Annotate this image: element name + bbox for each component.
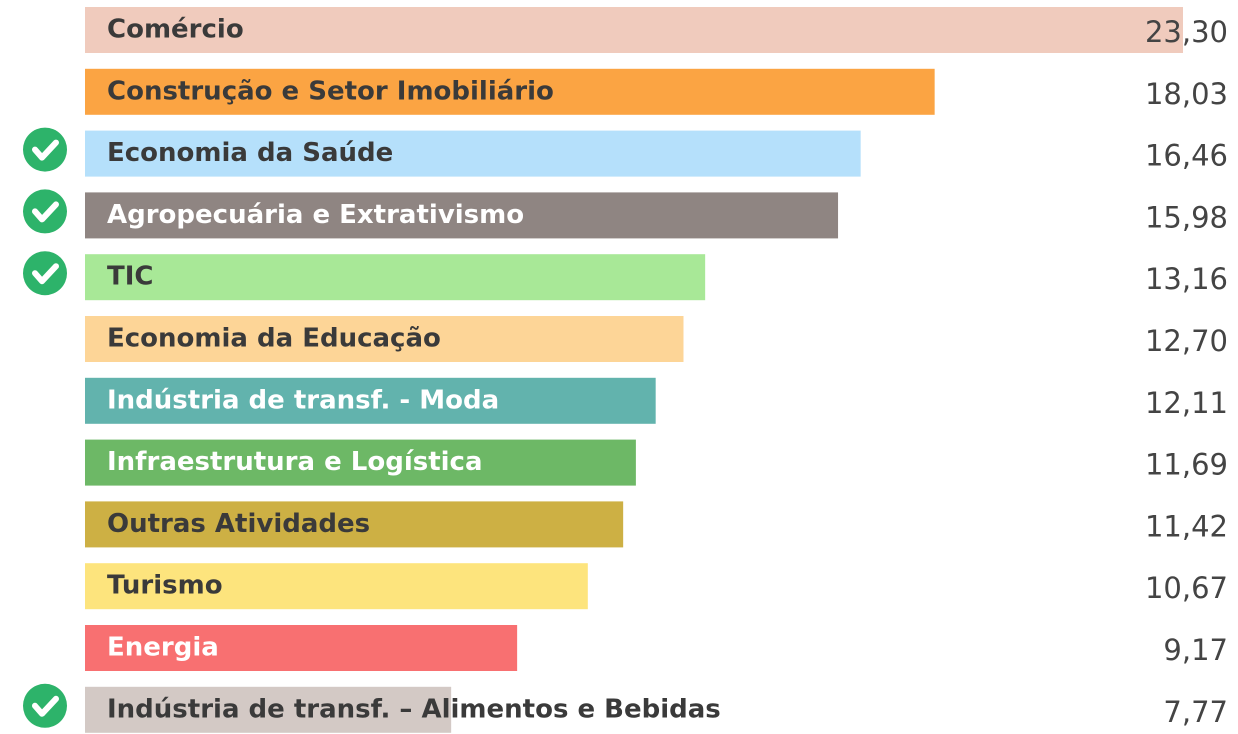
value-label: 7,77 (1163, 695, 1228, 729)
value-label: 11,69 (1145, 448, 1228, 482)
value-label: 12,70 (1145, 324, 1228, 358)
bar-label: Outras Atividades (107, 509, 370, 539)
check-circle (23, 189, 67, 234)
value-label: 9,17 (1163, 633, 1228, 667)
bar (85, 501, 624, 548)
bar-label: Construção e Setor Imobiliário (107, 76, 554, 106)
bar-label: Indústria de transf. - Moda (107, 385, 499, 415)
bar-label: Turismo (107, 571, 223, 601)
bar-label: Economia da Educação (107, 324, 441, 354)
bar-label: Economia da Saúde (107, 138, 393, 168)
value-label: 23,30 (1145, 15, 1228, 49)
value-label: 18,03 (1145, 77, 1228, 111)
value-label: 11,42 (1145, 509, 1228, 543)
check-circle (23, 683, 67, 728)
check-icon (23, 189, 67, 234)
check-mark (32, 201, 59, 223)
value-label: 13,16 (1145, 262, 1228, 296)
bar (85, 130, 861, 177)
value-label: 10,67 (1145, 571, 1228, 605)
check-mark (32, 139, 59, 161)
bar-label: Agropecuária e Extrativismo (107, 200, 524, 230)
check-icon (23, 127, 67, 172)
value-label: 15,98 (1145, 200, 1228, 234)
bar (85, 686, 452, 733)
check-circle (23, 251, 67, 296)
check-icon (23, 683, 67, 728)
bar-label: Infraestrutura e Logística (107, 447, 483, 477)
value-label: 12,11 (1145, 386, 1228, 420)
bar (85, 439, 636, 486)
bar (85, 192, 839, 239)
bar-label: Energia (107, 633, 219, 663)
bar-label: Comércio (107, 15, 244, 45)
bar (85, 563, 588, 610)
bar (85, 68, 935, 115)
bar (85, 377, 656, 424)
bar-label: Indústria de transf. – Alimentos e Bebid… (107, 694, 721, 724)
check-circle (23, 127, 67, 172)
value-label: 16,46 (1145, 139, 1228, 173)
bar (85, 316, 684, 362)
bar-label: TIC (107, 262, 154, 292)
check-icon (23, 251, 67, 296)
bar (85, 625, 518, 671)
bar (85, 254, 706, 301)
bar (85, 7, 1183, 53)
check-mark (32, 695, 59, 717)
check-mark (32, 263, 59, 285)
